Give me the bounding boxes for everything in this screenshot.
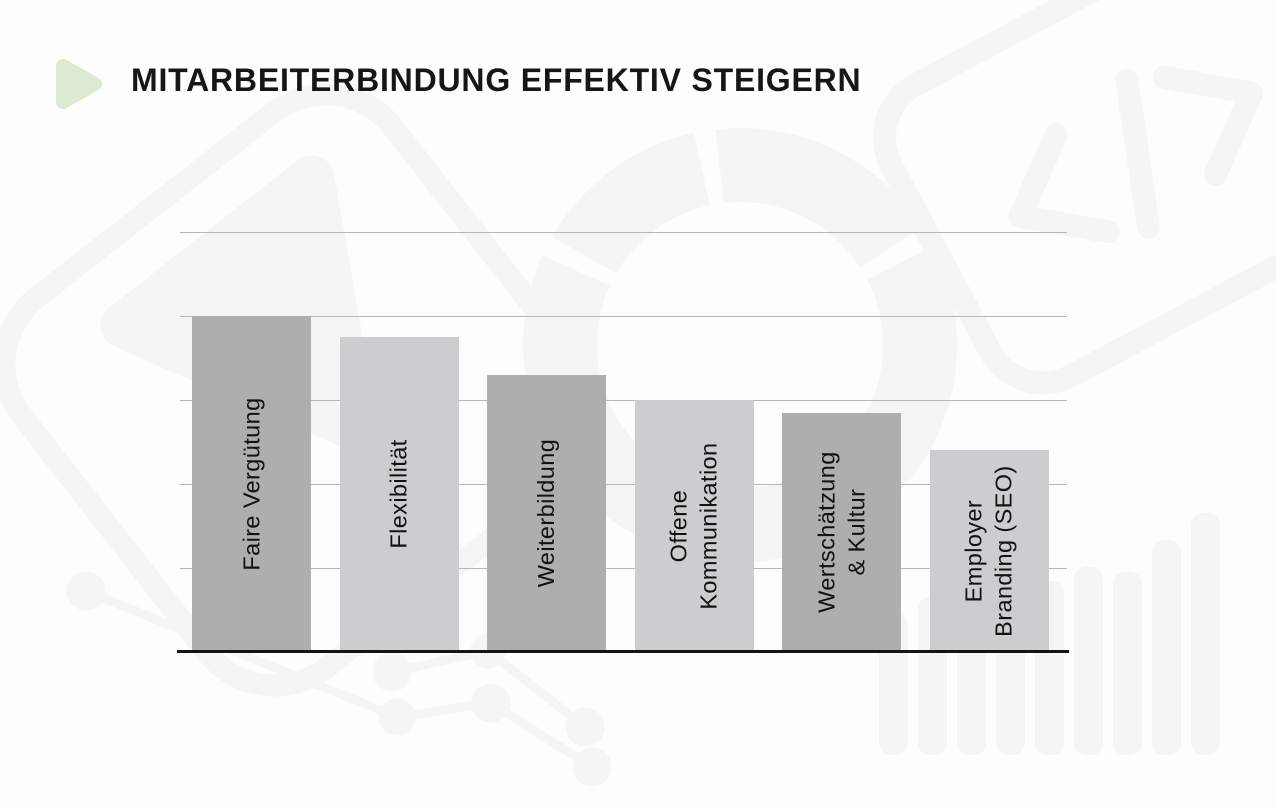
code-brackets-icon	[872, 0, 1276, 395]
play-triangle-icon	[56, 59, 102, 109]
gridline	[180, 484, 1067, 485]
gridline	[180, 568, 1067, 569]
bar: Employer Branding (SEO)	[929, 450, 1049, 652]
x-axis-line	[177, 650, 1069, 653]
gridline	[180, 400, 1067, 401]
bar-chart-plot: Faire Vergütung Flexibilität Weiterbildung…	[177, 232, 1069, 653]
bar-label: Wertschätzung & Kultur	[813, 451, 870, 614]
bar: Wertschätzung & Kultur	[782, 412, 901, 652]
bar: Offene Kommunikation	[634, 400, 754, 652]
gridline	[180, 316, 1067, 317]
bar: Weiterbildung	[487, 374, 606, 652]
bar-label: Faire Vergütung	[238, 397, 265, 571]
bar-label: Employer Branding (SEO)	[960, 465, 1018, 637]
bar: Flexibilität	[339, 337, 459, 652]
bar-label: Offene Kommunikation	[665, 442, 723, 610]
bar: Faire Vergütung	[192, 316, 311, 652]
bar-label: Flexibilität	[385, 439, 412, 550]
bar-label: Weiterbildung	[533, 439, 560, 588]
page-title: MITARBEITERBINDUNG EFFEKTIV STEIGERN	[131, 62, 862, 98]
gridline	[180, 232, 1067, 233]
